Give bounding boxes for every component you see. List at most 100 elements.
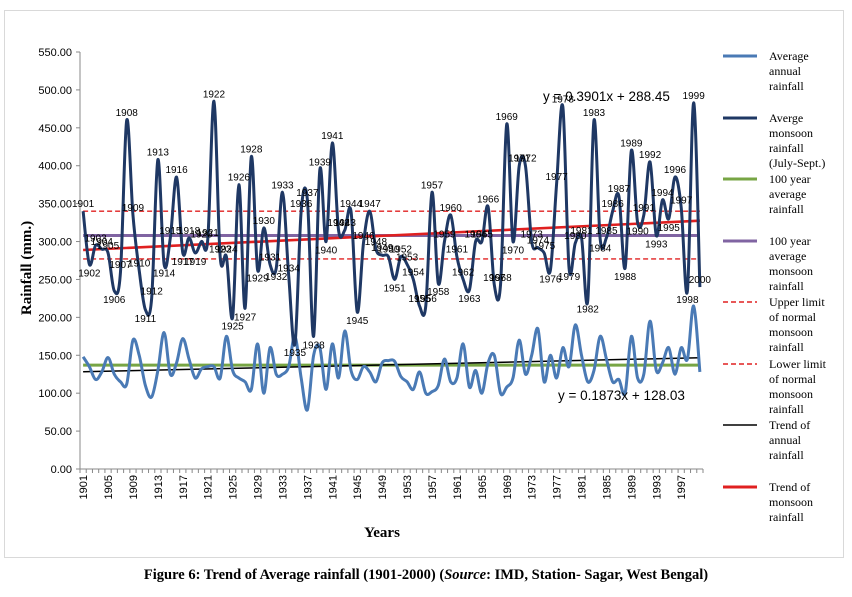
point-label: 1949: [371, 243, 394, 254]
point-label: 1914: [153, 268, 176, 279]
point-label: 1998: [676, 295, 699, 306]
legend-label-0: Average annual rainfall: [769, 49, 809, 93]
point-label: 1942: [327, 218, 350, 229]
point-label: 1909: [122, 203, 145, 214]
chart-svg: 0.00 50.00 100.00 150.00 200.00 250.00 300.00 3…: [19, 47, 827, 541]
point-label: 1980: [564, 231, 587, 242]
point-label: 1913: [147, 148, 170, 159]
x-tick-label: 1913: [153, 475, 165, 499]
point-label: 1997: [670, 195, 693, 206]
point-label: 1983: [583, 108, 606, 119]
point-label: 1977: [545, 172, 568, 183]
x-tick-label: 1957: [427, 475, 439, 499]
point-label: 1920: [190, 230, 213, 241]
point-label: 1926: [228, 173, 251, 184]
x-tick-label: 1969: [502, 475, 514, 499]
point-label: 1952: [390, 245, 413, 256]
point-label: 1986: [602, 199, 625, 210]
x-tick-label: 1965: [477, 475, 489, 499]
point-label: 1902: [78, 268, 101, 279]
legend-label-1: Averge monsoon rainfall (July-Sept.): [769, 111, 825, 170]
point-label: 1959: [433, 230, 456, 241]
point-label: 1970: [502, 246, 525, 257]
point-label: 1985: [595, 226, 618, 237]
point-label: 1981: [570, 226, 593, 237]
caption-source-rest: : IMD, Station- Sagar, West Bengal): [486, 567, 709, 583]
point-label: 1925: [222, 321, 245, 332]
series-line-0: [81, 304, 702, 412]
y-tick-label: 150.00: [38, 350, 72, 362]
point-label: 1976: [539, 274, 562, 285]
x-tick-label: 1989: [626, 475, 638, 499]
chart-frame: 0.00 50.00 100.00 150.00 200.00 250.00 300.00 3…: [4, 10, 844, 558]
point-label: 1947: [359, 199, 382, 210]
point-label: 1962: [452, 267, 475, 278]
point-label: 1939: [309, 158, 332, 169]
point-label: 1906: [103, 295, 126, 306]
point-label: 1960: [440, 203, 463, 214]
y-tick-label: 450.00: [38, 123, 72, 135]
x-tick-label: 1961: [452, 475, 464, 499]
point-label: 1953: [396, 252, 419, 263]
y-tick-label: 50.00: [44, 426, 72, 438]
point-label: 1922: [203, 89, 226, 100]
annual-trend-equation: y = 0.1873x + 128.03: [558, 388, 685, 403]
point-label: 1908: [116, 108, 139, 119]
axes: 0.00 50.00 100.00 150.00 200.00 250.00 300.00 3…: [38, 47, 704, 499]
point-label: 1978: [552, 95, 575, 106]
point-label: 1966: [477, 195, 500, 206]
point-label: 1932: [265, 272, 288, 283]
x-tick-label: 1925: [228, 475, 240, 499]
point-label: 1965: [471, 230, 494, 241]
legend-label-6: Trend of annual rainfall: [769, 418, 810, 462]
point-label: 1945: [346, 316, 369, 327]
point-label: 1979: [558, 272, 581, 283]
point-label: 1944: [340, 199, 363, 210]
point-label: 1924: [215, 245, 238, 256]
point-label: 1943: [334, 218, 357, 229]
point-label: 1967: [483, 273, 506, 284]
point-label: 1923: [209, 245, 232, 256]
point-label: 1955: [408, 294, 431, 305]
point-label: 1961: [446, 245, 469, 256]
series-line-1: [81, 99, 702, 347]
legend-label-2: 100 year average rainfall: [769, 172, 811, 216]
point-label: 1928: [240, 145, 263, 156]
monsoon-trend-equation: y = 0.3901x + 288.45: [543, 89, 670, 104]
point-label: 1936: [290, 199, 313, 210]
y-tick-label: 550.00: [38, 47, 72, 59]
point-label: 1968: [489, 273, 512, 284]
point-label: 1905: [97, 241, 120, 252]
point-label: 1948: [365, 237, 388, 248]
point-label: 1915: [159, 226, 182, 237]
point-label: 1916: [165, 165, 188, 176]
point-label: 1919: [184, 257, 207, 268]
point-label: 1927: [234, 312, 257, 323]
point-label: 1921: [197, 228, 220, 239]
point-label: 1911: [135, 314, 157, 325]
point-label: 1991: [633, 203, 656, 214]
x-tick-label: 1909: [128, 475, 140, 499]
point-label: 1901: [72, 199, 95, 210]
x-tick-label: 1973: [527, 475, 539, 499]
point-label: 1988: [614, 272, 637, 283]
x-tick-label: 1981: [577, 475, 589, 499]
legend-label-5: Lower limit of normal monsoon rainfall: [769, 357, 827, 416]
legend: Average annual rainfall Averge monsoon rainfa…: [723, 49, 827, 524]
x-axis-title: Years: [364, 525, 400, 541]
point-label: 1972: [514, 154, 537, 165]
point-label: 1996: [664, 165, 687, 176]
point-label: 1946: [352, 231, 375, 242]
x-tick-label: 1929: [253, 475, 265, 499]
point-label: 2000: [689, 275, 712, 286]
point-label: 1930: [253, 216, 276, 227]
x-tick-label: 1921: [203, 475, 215, 499]
point-label: 1917: [172, 257, 195, 268]
point-label: 1993: [645, 239, 668, 250]
caption-main: Figure 6: Trend of Average rainfall (190…: [143, 567, 445, 583]
y-axis-title: Rainfall (mm.): [19, 221, 35, 315]
point-label: 1987: [608, 184, 631, 195]
point-label: 1918: [178, 226, 201, 237]
legend-label-4: Upper limit of normal monsoon rainfall: [769, 295, 825, 354]
